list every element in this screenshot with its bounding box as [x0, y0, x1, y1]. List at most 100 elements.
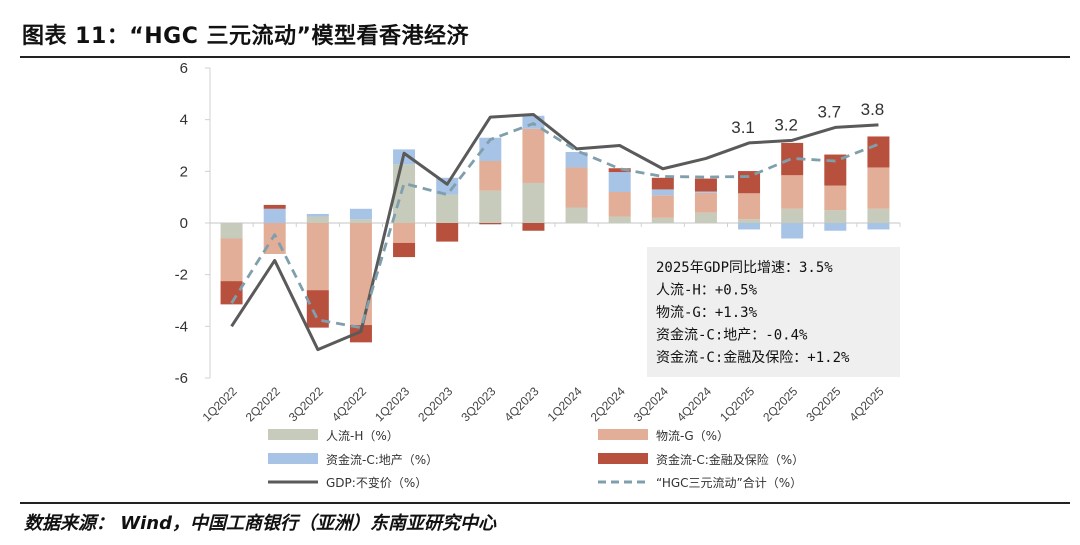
legend-label: 资金流-C:地产（%） [326, 452, 438, 467]
legend-label: “HGC三元流动”合计（%） [656, 475, 802, 490]
y-tick-label: 6 [180, 60, 188, 77]
bar-segment [522, 128, 545, 183]
bar-segment [349, 219, 372, 223]
data-label: 3.1 [731, 118, 755, 137]
bar-segment [349, 223, 372, 326]
x-tick-label: 1Q2024 [545, 384, 585, 424]
bar-segment [263, 208, 286, 223]
y-tick-label: -4 [175, 318, 188, 335]
bar-segment [651, 177, 674, 190]
annotation-line: 2025年GDP同比增速：3.5% [656, 260, 833, 276]
bar-segment [867, 208, 890, 223]
bar-segment [694, 192, 717, 213]
legend-swatch [598, 429, 648, 440]
bar-segment [651, 189, 674, 196]
x-tick-label: 3Q2024 [631, 384, 671, 424]
bar-segment [608, 172, 631, 192]
bar-segment [479, 137, 502, 161]
top-rule [20, 56, 1070, 58]
bar-segment [349, 325, 372, 343]
bar-segment [651, 217, 674, 223]
bar-segment [738, 219, 761, 223]
bar-segment [608, 192, 631, 217]
legend-label: 资金流-C:金融及保险（%） [656, 452, 804, 467]
x-tick-label: 3Q2023 [458, 384, 498, 424]
bar-segment [867, 136, 890, 168]
x-tick-label: 2Q2023 [415, 384, 455, 424]
legend-swatch [598, 453, 648, 464]
bar-segment [824, 223, 847, 231]
bar-segment [694, 212, 717, 223]
bar-segment [608, 216, 631, 223]
bar-segment [220, 281, 243, 305]
data-label: 3.8 [861, 100, 885, 119]
bar-segment [565, 207, 588, 223]
bar-segment [306, 223, 329, 291]
source-note: 数据来源： Wind，中国工商银行（亚洲）东南亚研究中心 [24, 513, 496, 534]
x-tick-label: 4Q2023 [501, 384, 541, 424]
annotation-line: 物流-G：+1.3% [656, 305, 758, 321]
gdp-line [230, 113, 879, 352]
legend-label: GDP:不变价（%） [326, 475, 427, 490]
bar-segment [694, 191, 717, 193]
x-tick-label: 4Q2022 [329, 384, 369, 424]
x-tick-label: 4Q2024 [674, 384, 714, 424]
bar-segment [436, 223, 459, 242]
bar-segment [738, 193, 761, 220]
y-tick-label: -2 [175, 267, 188, 284]
bar-segment [781, 208, 804, 223]
x-tick-label: 1Q2022 [200, 384, 240, 424]
y-tick-label: -6 [175, 370, 188, 387]
bar-segment [781, 175, 804, 209]
legend-swatch [268, 429, 318, 440]
bar-segment [651, 195, 674, 218]
x-tick-label: 3Q2022 [286, 384, 326, 424]
bar-segment [522, 223, 545, 231]
bar-segment [479, 161, 502, 191]
data-label: 3.2 [774, 115, 798, 134]
hgc-total-line [230, 122, 879, 330]
bar-segment [263, 204, 286, 209]
bar-segment [393, 242, 416, 258]
bar-segment [867, 167, 890, 209]
figure-title: 图表 11：“HGC 三元流动”模型看香港经济 [22, 24, 469, 49]
y-tick-label: 0 [180, 215, 188, 232]
x-tick-label: 3Q2025 [803, 384, 843, 424]
bar-segment [220, 238, 243, 282]
bar-segment [824, 154, 847, 186]
bar-segment [608, 168, 631, 173]
bar-segment [824, 185, 847, 211]
x-tick-label: 2Q2022 [243, 384, 283, 424]
bar-segment [522, 182, 545, 223]
data-label: 3.7 [817, 102, 841, 121]
y-tick-label: 2 [180, 163, 188, 180]
legend-label: 物流-G（%） [656, 429, 729, 443]
bar-segment [306, 213, 329, 217]
x-tick-label: 2Q2024 [588, 384, 628, 424]
bar-segment [393, 164, 416, 223]
annotation-line: 资金流-C:金融及保险：+1.2% [656, 350, 850, 366]
x-tick-label: 1Q2023 [372, 384, 412, 424]
bar-segment [867, 223, 890, 230]
bar-segment [479, 190, 502, 223]
legend-label: 人流-H（%） [326, 429, 399, 443]
bar-segment [306, 290, 329, 328]
annotation-box [647, 247, 900, 377]
bar-segment [220, 223, 243, 239]
bar-segment [306, 216, 329, 223]
y-tick-label: 4 [180, 112, 188, 129]
legend-swatch [268, 453, 318, 464]
x-tick-label: 2Q2025 [760, 384, 800, 424]
x-tick-label: 4Q2025 [846, 384, 886, 424]
bar-segment [349, 208, 372, 220]
bar-segment [824, 210, 847, 223]
bar-segment [436, 194, 459, 223]
bottom-rule [20, 502, 1070, 504]
bar-segment [565, 167, 588, 208]
bar-segment [479, 223, 502, 225]
annotation-line: 人流-H：+0.5% [656, 283, 758, 299]
bar-segment [738, 223, 761, 230]
x-tick-label: 1Q2025 [717, 384, 757, 424]
